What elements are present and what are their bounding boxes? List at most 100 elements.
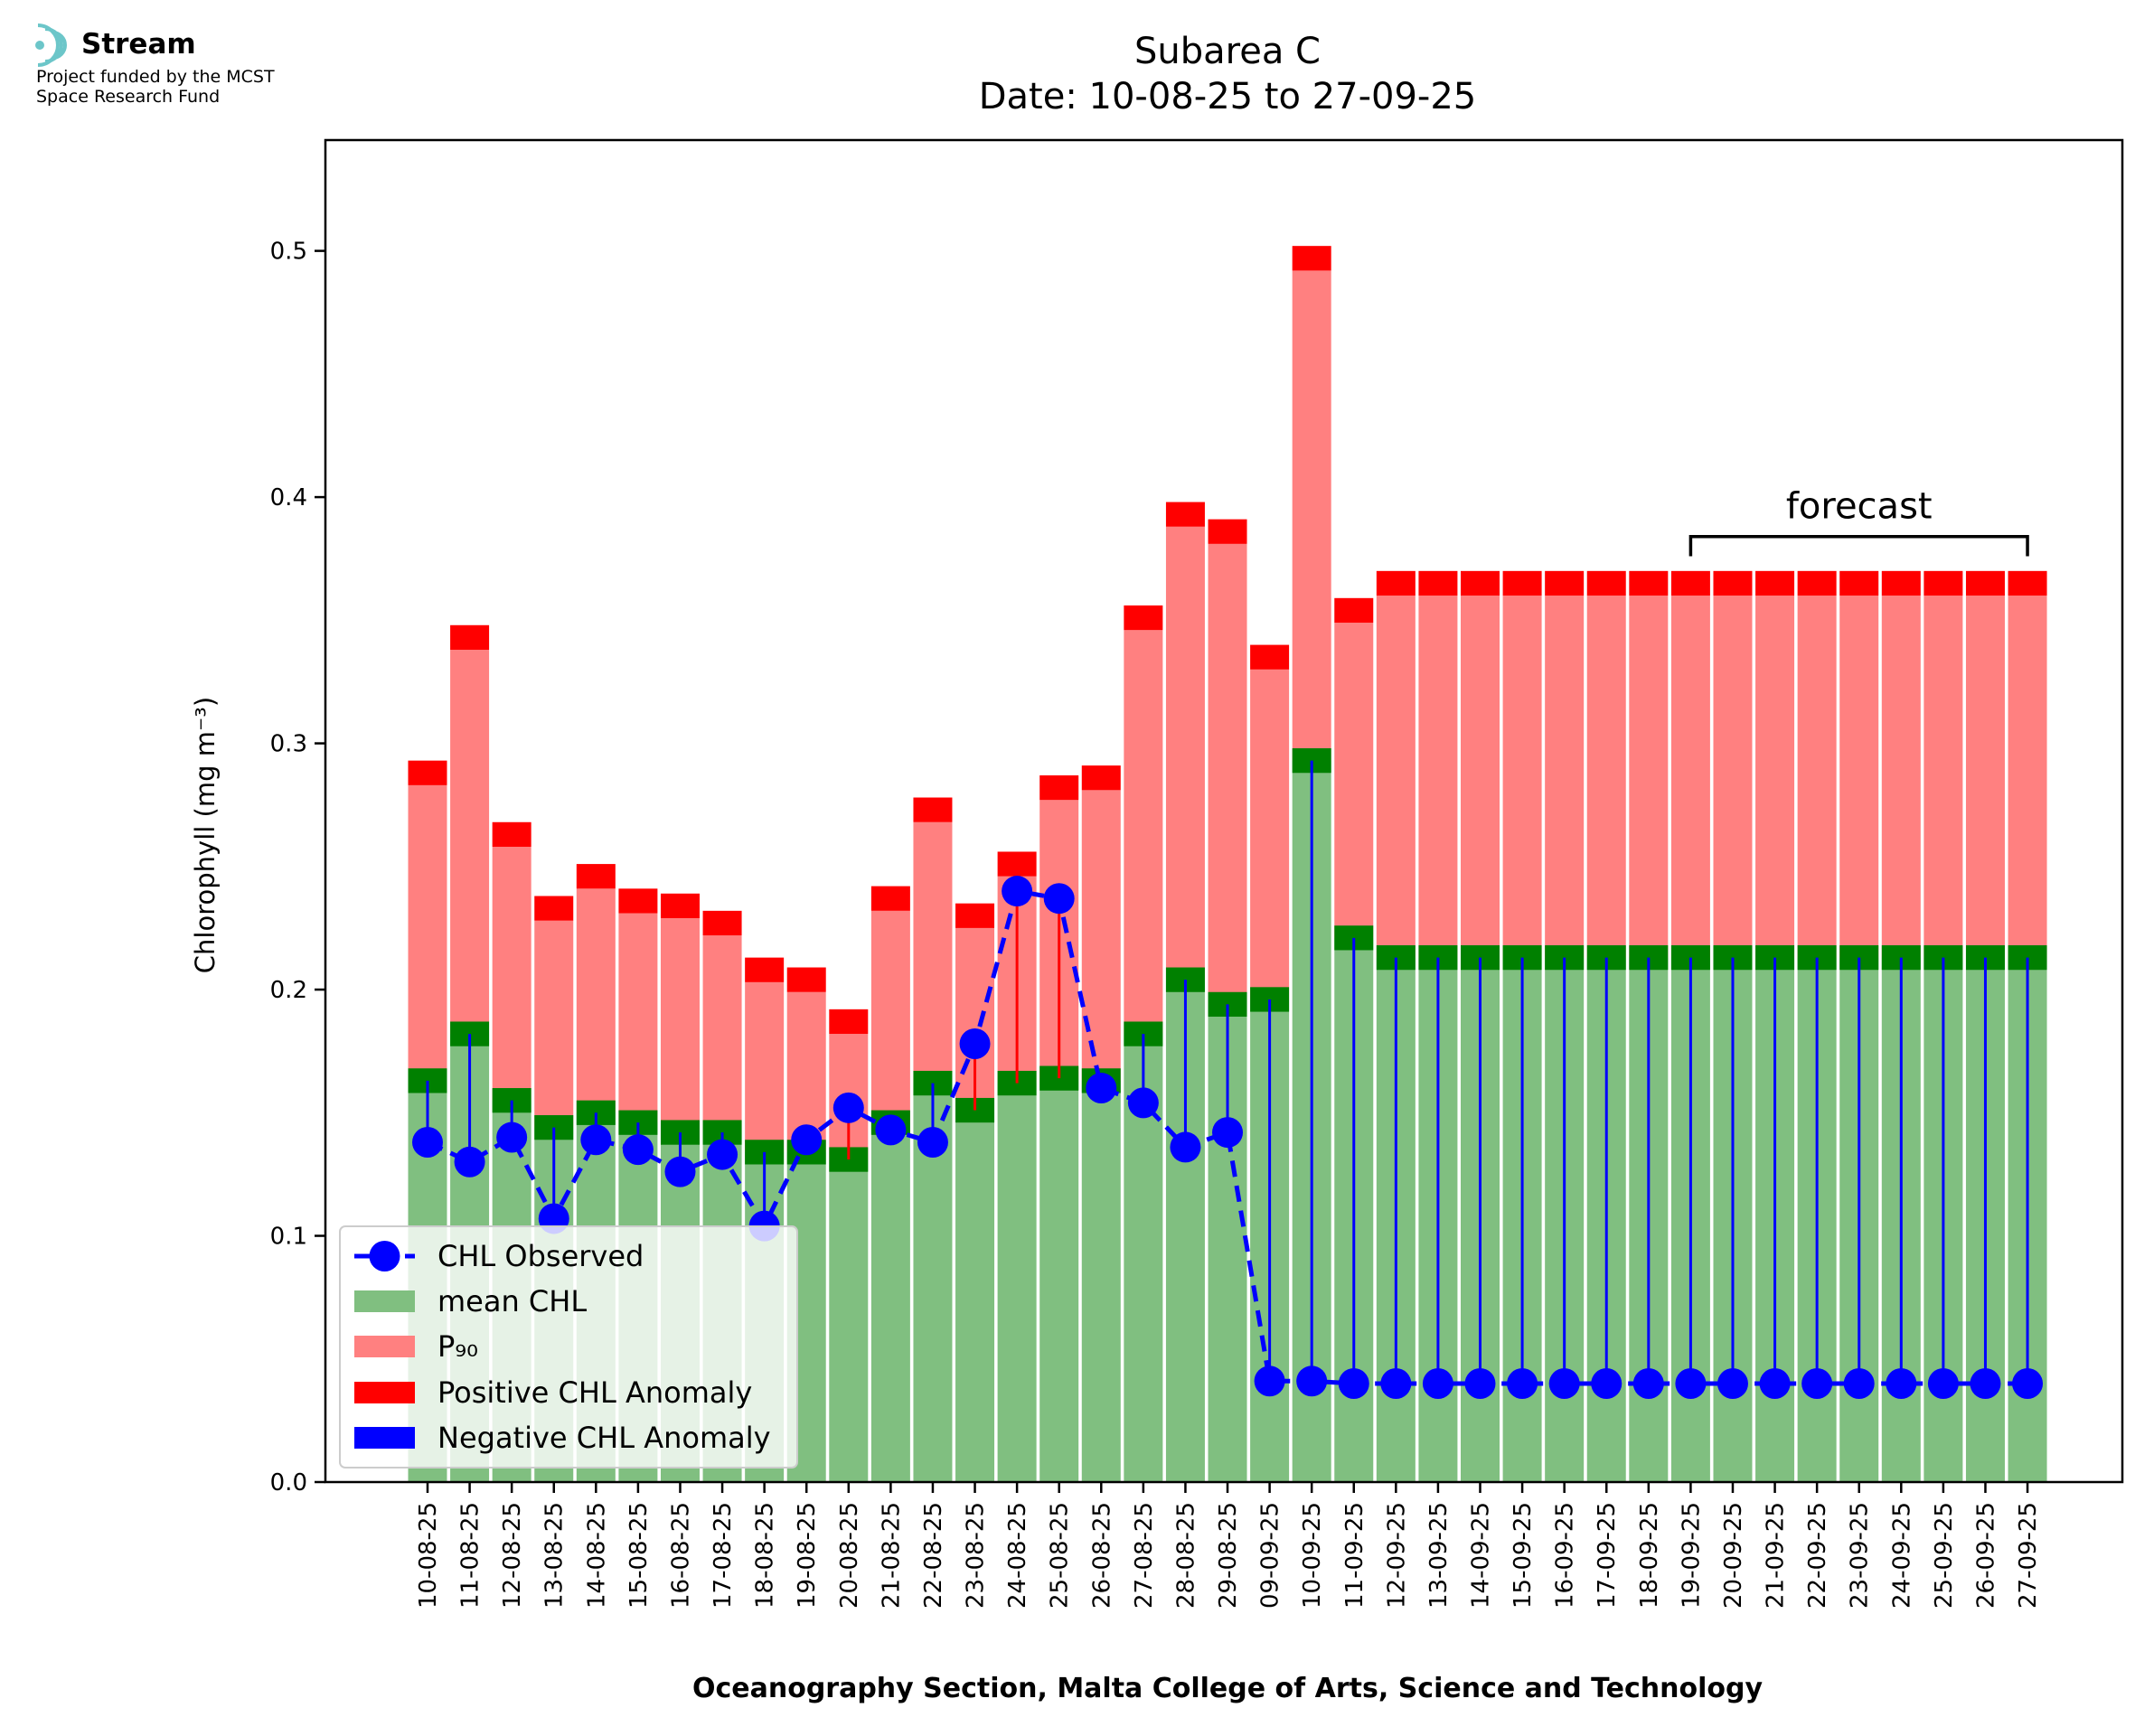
positive-anomaly-band (1208, 519, 1247, 544)
x-tick-label: 11-09-25 (1341, 1502, 1369, 1609)
x-tick-label: 20-09-25 (1720, 1502, 1747, 1609)
chl-observed-point (454, 1146, 485, 1178)
positive-anomaly-band (1839, 570, 1879, 596)
forecast-bracket (1688, 534, 2029, 557)
logo-funding-line2: Space Research Fund (36, 87, 220, 107)
positive-anomaly-band (1670, 570, 1710, 596)
p90-bar (745, 981, 785, 1152)
x-tick-label: 27-08-25 (1131, 1502, 1158, 1609)
chl-observed-point (1717, 1368, 1748, 1400)
x-tick-label: 28-08-25 (1172, 1502, 1199, 1609)
p90-bar (2008, 596, 2047, 958)
positive-anomaly-band (576, 864, 616, 889)
chl-observed-point (1043, 883, 1075, 915)
mean-chl-bar (870, 1122, 910, 1482)
p90-bar (660, 918, 700, 1133)
x-tick-label: 11-08-25 (457, 1502, 484, 1609)
x-tick-label: 10-08-25 (415, 1502, 442, 1609)
x-tick-label: 26-09-25 (1972, 1502, 1999, 1609)
x-tick-label: 23-09-25 (1847, 1502, 1874, 1609)
x-tick-label: 25-08-25 (1047, 1502, 1074, 1609)
legend-label: Negative CHL Anomaly (437, 1421, 771, 1455)
x-tick-label: 24-09-25 (1888, 1502, 1915, 1609)
chl-observed-point (1548, 1368, 1580, 1400)
positive-anomaly-band (786, 967, 826, 992)
chl-observed-point (1675, 1368, 1707, 1400)
x-tick-label: 18-08-25 (752, 1502, 779, 1609)
positive-anomaly-band (913, 797, 953, 822)
chl-observed-point (1927, 1368, 1959, 1400)
stream-waves-icon (35, 23, 67, 67)
legend-label: mean CHL (437, 1284, 587, 1318)
chart-title: Subarea C (1134, 31, 1321, 72)
x-tick-label: 29-08-25 (1215, 1502, 1242, 1609)
p90-bar (1755, 596, 1795, 958)
chl-observed-point (1002, 876, 1033, 907)
forecast-label: forecast (1786, 486, 1933, 528)
x-tick-label: 15-08-25 (626, 1502, 653, 1609)
p90-bar (1208, 543, 1247, 1005)
p90-bar (913, 821, 953, 1084)
p90-bar (408, 784, 447, 1081)
x-tick-label: 21-08-25 (878, 1502, 905, 1609)
positive-anomaly-band (829, 1009, 869, 1035)
x-tick-label: 10-09-25 (1299, 1502, 1326, 1609)
y-tick-label: 0.0 (270, 1469, 307, 1497)
positive-anomaly-band (870, 886, 910, 911)
logo-funding-line1: Project funded by the MCST (36, 67, 275, 87)
positive-anomaly-band (1545, 570, 1585, 596)
chl-observed-point (1296, 1365, 1328, 1397)
mean-chl-bar (1081, 1080, 1121, 1482)
p90-bar (1881, 596, 1921, 958)
x-tick-label: 20-08-25 (836, 1502, 863, 1609)
positive-anomaly-band (997, 851, 1037, 877)
chl-observed-point (1422, 1368, 1453, 1400)
chl-observed-point (412, 1126, 443, 1158)
legend-p90-swatch (354, 1336, 415, 1357)
mean-chl-bar (1039, 1078, 1079, 1482)
chl-observed-point (791, 1124, 823, 1156)
p90-bar (1165, 526, 1205, 981)
p90-bar (1713, 596, 1753, 958)
chl-observed-point (1591, 1368, 1623, 1400)
x-tick-label: 12-09-25 (1383, 1502, 1410, 1609)
p90-bar (450, 650, 490, 1035)
positive-anomaly-band (1755, 570, 1795, 596)
y-tick-label: 0.5 (270, 239, 307, 266)
chl-observed-point (875, 1114, 907, 1146)
p90-bar (618, 913, 658, 1123)
legend: CHL Observed mean CHL P₉₀ Positive CHL Anom… (339, 1225, 798, 1469)
p90-bar (1586, 596, 1626, 958)
chl-observed-point (1170, 1131, 1201, 1163)
y-tick-label: 0.3 (270, 731, 307, 758)
p90-bar (1924, 596, 1963, 958)
positive-anomaly-band (1124, 605, 1163, 631)
positive-anomaly-band (1461, 570, 1500, 596)
x-tick-label: 13-08-25 (541, 1502, 569, 1609)
chl-observed-point (496, 1121, 528, 1153)
x-tick-label: 22-09-25 (1804, 1502, 1831, 1609)
positive-anomaly-band (1165, 502, 1205, 527)
p90-bar (1124, 630, 1163, 1035)
chl-observed-point (580, 1124, 612, 1156)
p90-bar (1797, 596, 1837, 958)
chl-observed-point (1338, 1368, 1369, 1400)
x-tick-label: 23-08-25 (963, 1502, 990, 1609)
positive-anomaly-band (1292, 246, 1331, 271)
positive-anomaly-band (534, 896, 574, 921)
p90-bar (1376, 596, 1416, 958)
positive-anomaly-band (1376, 570, 1416, 596)
x-tick-label: 27-09-25 (2015, 1502, 2042, 1609)
y-tick-label: 0.4 (270, 484, 307, 511)
x-tick-label: 13-09-25 (1425, 1502, 1453, 1609)
chl-observed-point (1843, 1368, 1875, 1400)
p90-bar (1418, 596, 1458, 958)
chl-observed-point (1886, 1368, 1917, 1400)
x-tick-label: 16-08-25 (667, 1502, 694, 1609)
chl-observed-point (1970, 1368, 2001, 1400)
p90-bar (870, 910, 910, 1123)
positive-anomaly-band (1797, 570, 1837, 596)
x-tick-label: 14-09-25 (1468, 1502, 1495, 1609)
y-tick-label: 0.2 (270, 977, 307, 1004)
chl-observed-point (1759, 1368, 1791, 1400)
